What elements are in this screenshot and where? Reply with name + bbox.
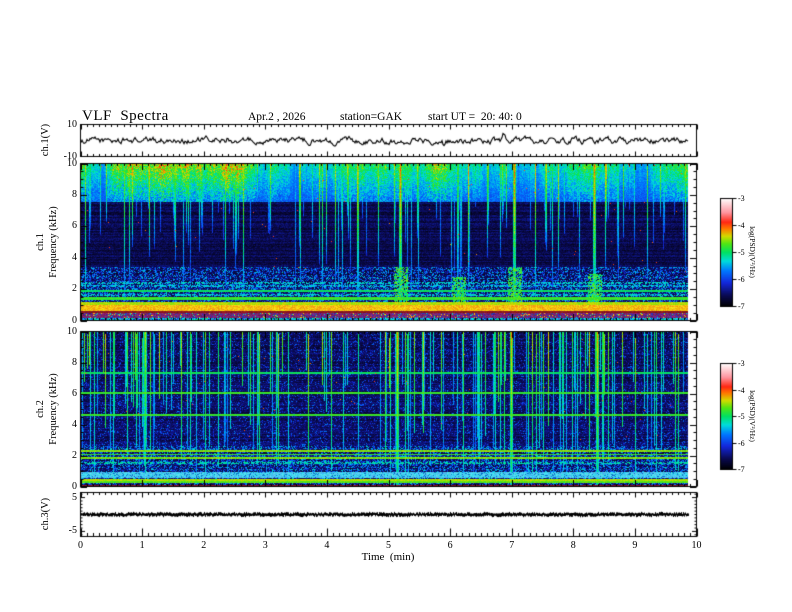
colorbar1-tick-label: -6: [738, 275, 745, 284]
spec1-y-tick-label: 6: [72, 220, 77, 232]
spec2-y-tick-label: 4: [72, 418, 77, 430]
spec1-ylabel: ch.1 Frequency (kHz): [34, 162, 60, 322]
x-tick-label: 7: [509, 540, 515, 551]
x-tick-label: 3: [262, 540, 268, 551]
title-start-ut: start UT = 20: 40: 0: [428, 111, 522, 123]
ch1-wave-y-tick-label: 10: [67, 118, 77, 130]
x-tick-label: 0: [78, 540, 83, 551]
spec2-y-tick-label: 10: [67, 325, 77, 337]
x-tick-label: 9: [632, 540, 638, 551]
ch3-wave-y-tick-label: 5: [72, 491, 77, 503]
x-tick-label: 10: [691, 540, 702, 551]
colorbar2-tick-label: -3: [738, 359, 745, 368]
x-tick-label: 5: [386, 540, 391, 551]
spec1-ylabel-frequency: Frequency (kHz): [48, 206, 59, 278]
spec1-y-tick-label: 4: [72, 251, 77, 263]
spec1-y-tick-label: 8: [72, 188, 77, 200]
colorbar2-tick-label: -7: [738, 465, 745, 474]
colorbar1-tick-label: -5: [738, 248, 745, 257]
ch3-wave-y-tick-label: -5: [68, 525, 77, 537]
x-tick-label: 4: [324, 540, 330, 551]
colorbar2-tick-label: -4: [738, 385, 745, 395]
spec2-ylabel: ch.2 Frequency (kHz): [34, 329, 60, 489]
spec2-ylabel-frequency: Frequency (kHz): [48, 373, 59, 445]
spec1-y-tick-label: 2: [72, 283, 77, 295]
x-tick-label: 2: [201, 540, 207, 551]
x-tick-label: 6: [447, 540, 453, 551]
spec2-y-tick-label: 8: [72, 356, 77, 368]
x-tick-label: 1: [139, 540, 145, 551]
spec2-y-tick-label: 6: [72, 387, 77, 399]
title-date: Apr.2 , 2026: [248, 111, 306, 123]
page-title: VLF Spectra: [82, 108, 169, 124]
spec1-ylabel-channel: ch.1: [35, 233, 46, 251]
colorbar1-tick-label: -4: [738, 221, 745, 230]
colorbar1-tick-label: -3: [738, 194, 745, 203]
spec2-y-tick-label: 2: [72, 449, 77, 461]
ch1-wave-y-tick-label: -10: [63, 150, 77, 162]
x-tick-label: 8: [570, 540, 576, 551]
colorbar2-tick-label: -5: [738, 412, 745, 421]
title-station: station=GAK: [340, 111, 403, 123]
spec1-y-tick-label: 10: [67, 157, 77, 169]
spec2-y-tick-label: 0: [72, 480, 77, 492]
spec1-y-tick-label: 0: [72, 314, 77, 326]
x-axis-title: Time (min): [361, 551, 415, 563]
colorbar1-tick-label: -7: [738, 302, 745, 311]
spec2-ylabel-channel: ch.2: [35, 400, 46, 418]
colorbar2-tick-label: -6: [738, 438, 745, 448]
